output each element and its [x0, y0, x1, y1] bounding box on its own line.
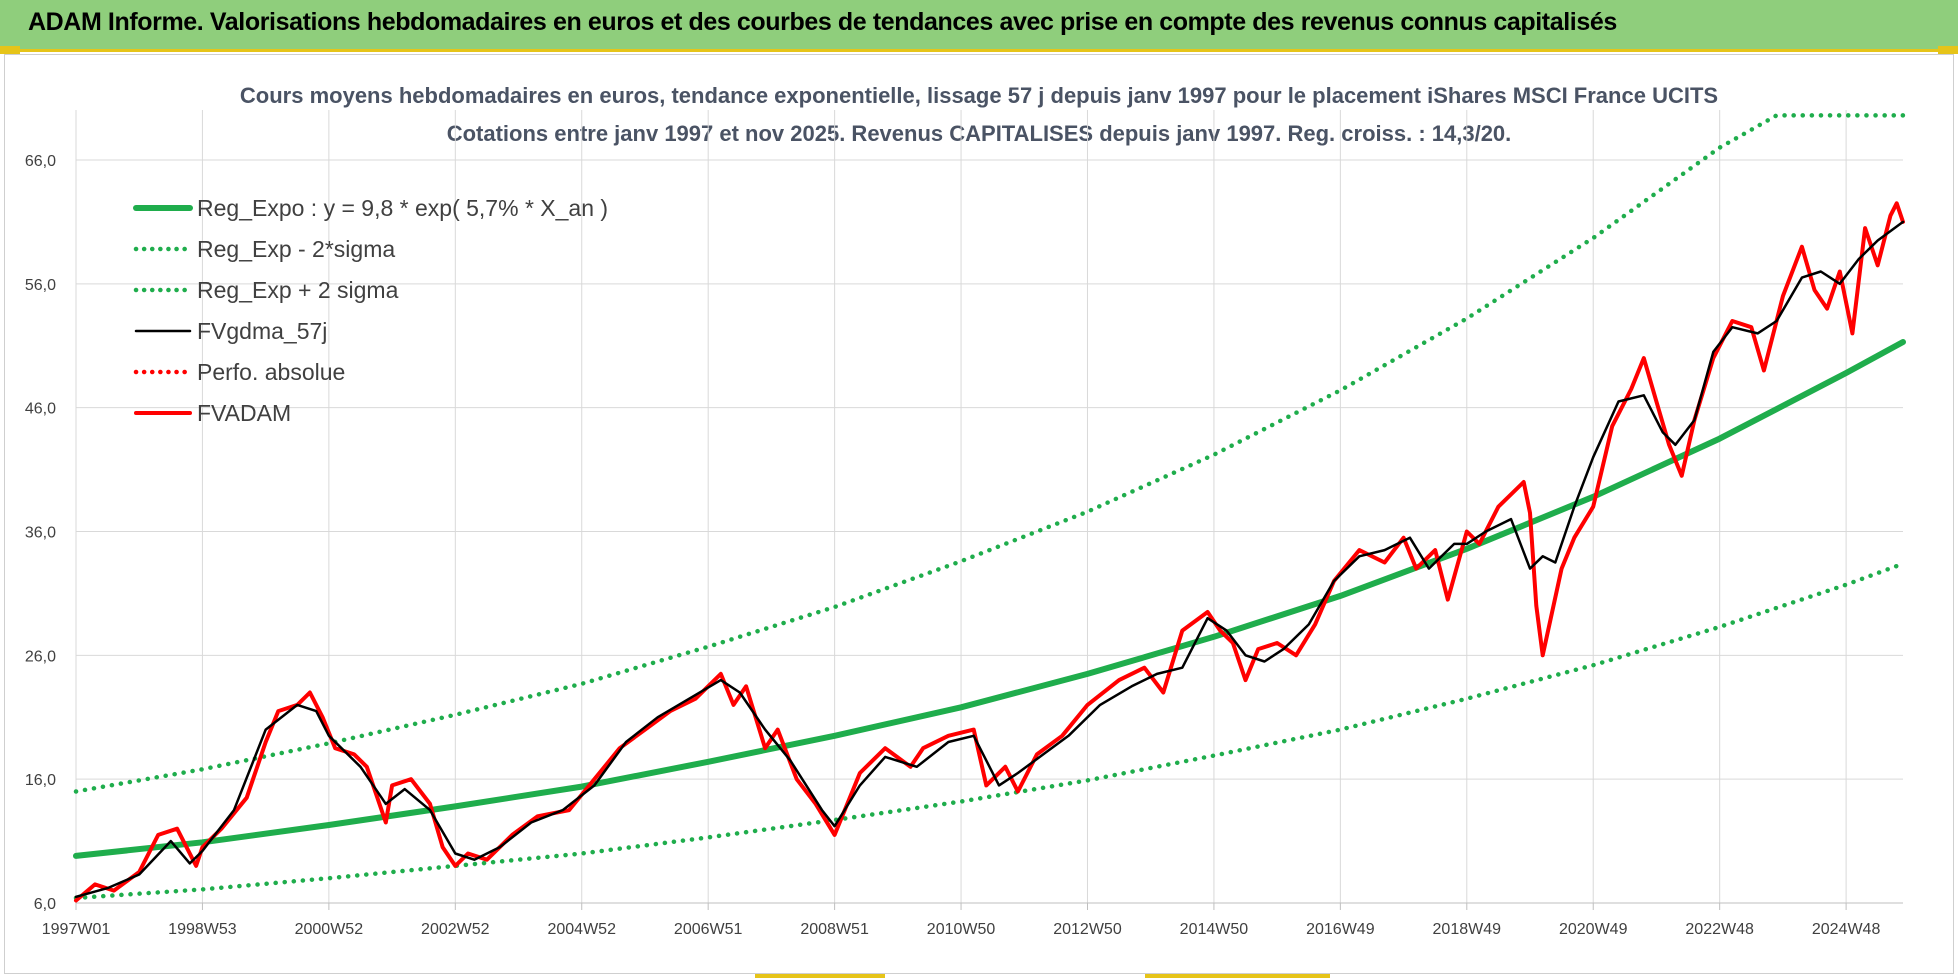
x-tick-label: 2018W49: [1433, 921, 1502, 938]
x-tick-label: 2008W51: [800, 921, 869, 938]
x-tick-label: 2006W51: [674, 921, 743, 938]
legend-label: FVADAM: [197, 400, 291, 426]
corner-accent-left: [0, 46, 20, 54]
y-axis-ticks: 6,0 16,0 26,0 36,0 46,0 56,0 66,0: [25, 153, 56, 913]
x-tick-label: 2016W49: [1306, 921, 1375, 938]
y-tick-label: 26,0: [25, 648, 56, 665]
y-tick-label: 36,0: [25, 525, 56, 542]
x-tick-label: 2010W50: [927, 921, 996, 938]
chart-title: Cours moyens hebdomadaires en euros, ten…: [240, 83, 1718, 108]
x-tick-label: 2014W50: [1180, 921, 1249, 938]
y-tick-label: 66,0: [25, 153, 56, 170]
x-tick-label: 2002W52: [421, 921, 490, 938]
x-tick-label: 2022W48: [1685, 921, 1754, 938]
series-line-3: [74, 220, 1905, 899]
legend-label: FVgdma_57j: [197, 318, 327, 344]
x-axis-ticks: 1997W01 1998W53 2000W52 2002W52 2004W52 2006W…: [42, 921, 1881, 938]
legend-label: Reg_Exp - 2*sigma: [197, 236, 395, 262]
x-tick-label: 2020W49: [1559, 921, 1628, 938]
series-line-0: [73, 339, 1906, 859]
bottom-accent-2: [1145, 974, 1330, 978]
legend: Reg_Expo : y = 9,8 * exp( 5,7% * X_an ) R…: [133, 195, 608, 426]
series-line-2: [73, 113, 1906, 794]
chart-subtitle: Cotations entre janv 1997 et nov 2025. R…: [447, 121, 1512, 146]
legend-label: Reg_Exp + 2 sigma: [197, 277, 399, 303]
legend-label: Reg_Expo : y = 9,8 * exp( 5,7% * X_an ): [197, 195, 608, 221]
x-tick-label: 2004W52: [547, 921, 616, 938]
grid-lines: [75, 110, 1903, 910]
series-lines: [73, 113, 1906, 903]
y-tick-label: 56,0: [25, 277, 56, 294]
series-line-5: [74, 201, 1905, 903]
x-tick-label: 2024W48: [1812, 921, 1881, 938]
y-tick-label: 6,0: [34, 896, 56, 913]
legend-label: Perfo. absolue: [197, 359, 345, 385]
y-tick-label: 46,0: [25, 401, 56, 418]
header-banner: ADAM Informe. Valorisations hebdomadaire…: [0, 0, 1958, 52]
corner-accent-right: [1938, 46, 1958, 54]
x-tick-label: 2000W52: [295, 921, 364, 938]
bottom-accent-1: [755, 974, 885, 978]
x-tick-label: 1998W53: [168, 921, 237, 938]
series-line-1: [73, 561, 1906, 901]
x-tick-label: 1997W01: [42, 921, 111, 938]
y-tick-label: 16,0: [25, 772, 56, 789]
header-title: ADAM Informe. Valorisations hebdomadaire…: [28, 8, 1617, 36]
x-tick-label: 2012W50: [1053, 921, 1122, 938]
